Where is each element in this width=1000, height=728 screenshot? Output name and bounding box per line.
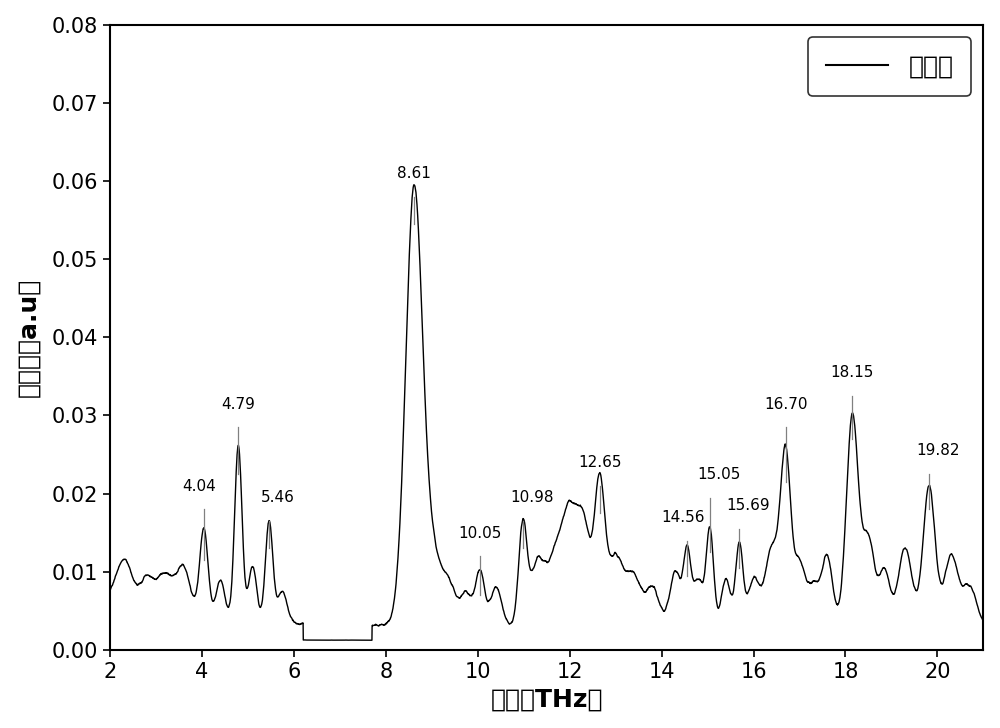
Text: 19.82: 19.82 [917, 443, 960, 459]
Text: 10.05: 10.05 [458, 526, 502, 541]
Text: 5.46: 5.46 [261, 491, 295, 505]
Text: 12.65: 12.65 [578, 455, 621, 470]
Text: 18.15: 18.15 [831, 365, 874, 380]
Text: 8.61: 8.61 [397, 166, 431, 181]
Legend: 虾青素: 虾青素 [808, 37, 971, 96]
Text: 4.04: 4.04 [182, 478, 216, 494]
Text: 4.79: 4.79 [221, 397, 255, 411]
Text: 16.70: 16.70 [764, 397, 807, 411]
Text: 10.98: 10.98 [510, 491, 554, 505]
X-axis label: 频率（THz）: 频率（THz） [490, 687, 603, 711]
Text: 15.05: 15.05 [697, 467, 741, 482]
Y-axis label: 吸光度（a.u）: 吸光度（a.u） [17, 277, 41, 397]
Text: 14.56: 14.56 [661, 510, 705, 525]
Text: 15.69: 15.69 [727, 498, 770, 513]
